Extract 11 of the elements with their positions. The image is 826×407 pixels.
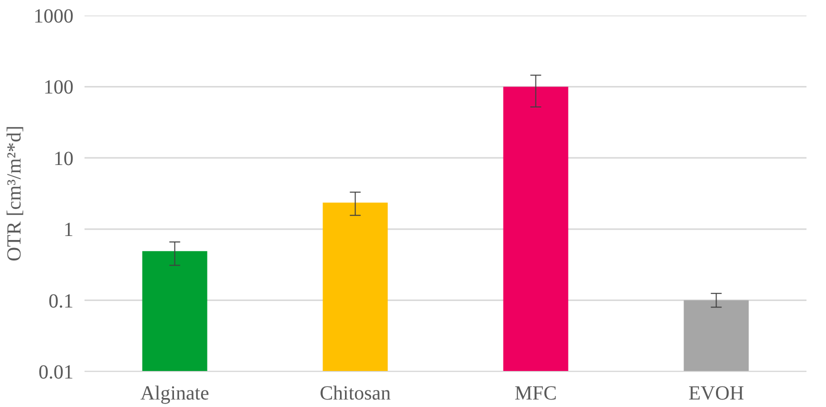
x-tick-label: MFC: [514, 382, 557, 404]
y-tick-label: 1000: [34, 6, 74, 28]
y-tick-label: 10: [54, 148, 74, 170]
y-tick-label: 0.1: [48, 290, 74, 312]
y-tick-label: 0.01: [38, 362, 74, 384]
y-axis-title: OTR [cm³/m²*d]: [4, 126, 26, 262]
y-tick-label: 1: [64, 219, 74, 242]
x-tick-label: Chitosan: [320, 382, 391, 404]
x-tick-label: Alginate: [140, 382, 210, 404]
x-tick-label: EVOH: [688, 382, 744, 404]
y-tick-label: 100: [44, 76, 74, 99]
